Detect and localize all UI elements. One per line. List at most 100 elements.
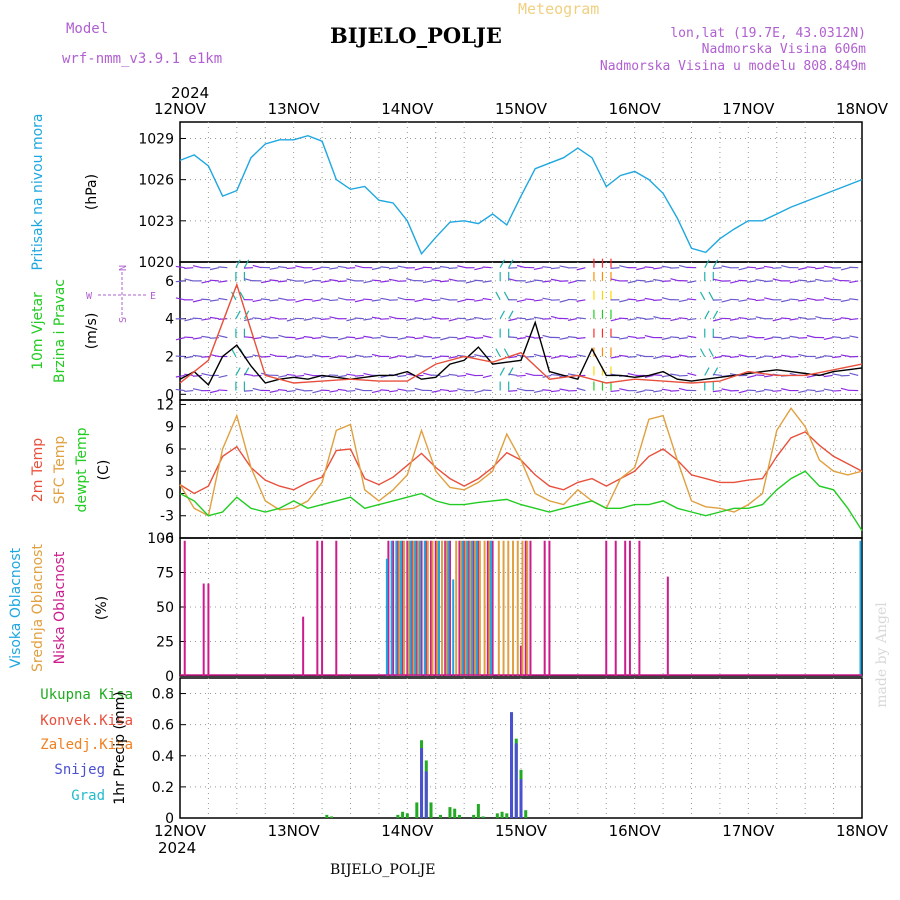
wind-arrow [508, 389, 518, 392]
wind-arrow [644, 335, 654, 339]
wind-arrow [440, 337, 450, 341]
wind-arrow [278, 266, 288, 269]
wind-arrow [755, 355, 765, 360]
bar [495, 813, 499, 818]
wind-arrow [278, 280, 288, 283]
wind-arrow [503, 348, 510, 357]
wind-arrow [184, 267, 194, 269]
wind-arrow [789, 298, 799, 301]
dewpt-label: dewpt Temp [74, 427, 90, 512]
wind-arrow [763, 374, 774, 378]
wind-arrow [798, 267, 808, 271]
wind-arrow [337, 280, 347, 283]
wind-arrow [823, 337, 833, 341]
wind-arrow [192, 374, 202, 377]
wind-arrow [576, 317, 586, 320]
wind-arrow [201, 355, 211, 358]
wind-arrow [644, 266, 654, 269]
x-tick-label-top: 17NOV [722, 100, 775, 118]
wind-arrow [619, 317, 629, 320]
grid [180, 122, 862, 818]
y-tick-label: 0.2 [152, 780, 174, 796]
wind-arrow [755, 267, 765, 270]
wind-arrow [550, 315, 560, 320]
bar [430, 540, 433, 676]
bar [859, 540, 862, 676]
wind-arrow [610, 278, 620, 282]
wind-arrow [457, 317, 467, 320]
bar [497, 540, 500, 676]
bar [437, 540, 440, 676]
wind-arrow [439, 280, 450, 283]
bar [401, 540, 404, 676]
bar [466, 540, 469, 676]
wind-arrow [354, 388, 364, 392]
wind-arrow [371, 353, 381, 358]
wind-arrow [763, 388, 774, 392]
wind-arrow [721, 337, 731, 340]
bar [414, 540, 417, 676]
wind-arrow [798, 299, 808, 302]
wind-arrow [550, 267, 560, 270]
wind-arrow [201, 318, 211, 321]
y-tick-label: 0 [165, 387, 174, 403]
wind-arrow [295, 265, 305, 269]
bar [398, 540, 401, 676]
wind-arrow [755, 389, 765, 393]
x-tick-label-top: 15NOV [495, 100, 548, 118]
bar [481, 816, 485, 818]
wind-arrow [729, 335, 739, 339]
wind-arrow [823, 296, 833, 301]
wind-arrow [721, 354, 731, 358]
wind-arrow [252, 299, 262, 303]
x-tick-label-bottom: 16NOV [609, 822, 662, 840]
wind-arrow [414, 387, 424, 392]
wind-arrow [746, 266, 756, 269]
wind-arrow [320, 266, 330, 269]
bar [445, 540, 448, 676]
wind-arrow [533, 267, 543, 271]
wind-arrow [712, 318, 722, 322]
y-tick-label: 0 [165, 486, 174, 502]
wind-arrow [738, 337, 748, 340]
wind-arrow [482, 335, 492, 339]
wind-arrow [440, 265, 450, 269]
wind-arrow [729, 318, 739, 321]
app-title: Meteogram [518, 0, 599, 18]
wind-arrow [192, 337, 202, 340]
wind-arrow [261, 335, 271, 339]
y-tick-label: 4 [165, 312, 174, 328]
wind-arrow [175, 388, 185, 392]
wind-arrow [746, 297, 756, 301]
bar [469, 540, 472, 676]
bar [330, 816, 334, 818]
wind-arrow [806, 334, 816, 339]
footer-station: BIJELO_POLJE [330, 862, 435, 878]
wind-arrow [363, 280, 373, 284]
wind-arrow [619, 354, 629, 358]
wind-arrow [687, 318, 697, 321]
wind-arrow [209, 299, 219, 302]
wind-arrow [823, 265, 833, 269]
bar [461, 540, 464, 676]
wind-arrow [397, 388, 407, 392]
bar [486, 540, 489, 676]
bar [666, 576, 669, 676]
bar [638, 540, 641, 676]
bar [429, 802, 433, 818]
bar [478, 540, 481, 676]
wind-arrow [397, 374, 407, 378]
bar [412, 540, 415, 676]
wind-arrow [516, 387, 526, 392]
wind-arrow [823, 355, 833, 358]
model-label: Model [66, 21, 108, 37]
wind-arrow [525, 372, 535, 377]
bar [401, 811, 405, 818]
wind-arrow [533, 353, 543, 358]
wind-arrow [414, 317, 424, 320]
wind-arrow [772, 355, 782, 359]
elevation-label: Nadmorska Visina 606m [702, 42, 867, 57]
bar [417, 540, 420, 676]
wind-arrow [448, 318, 458, 322]
